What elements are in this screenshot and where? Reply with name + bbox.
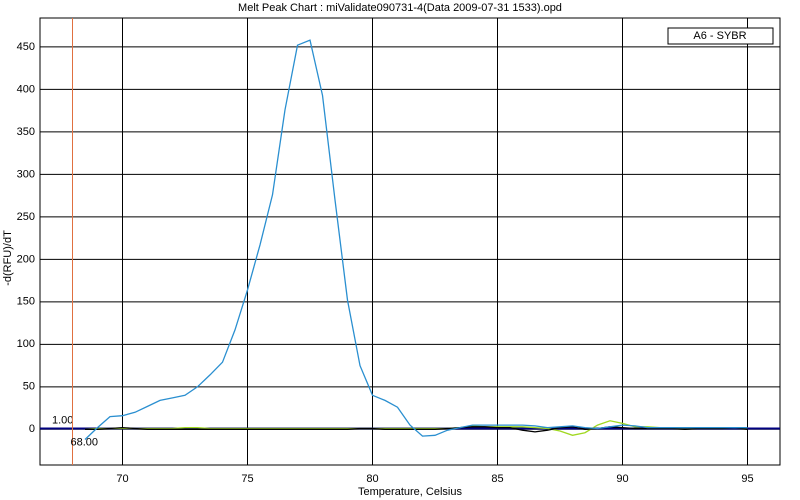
y-tick-label: 250 (17, 211, 35, 223)
y-tick-label: 150 (17, 296, 35, 308)
y-tick-label: 0 (29, 423, 35, 435)
y-tick-label: 450 (17, 41, 35, 53)
y-tick-label: 50 (23, 381, 35, 393)
y-tick-label: 400 (17, 83, 35, 95)
legend-label: A6 - SYBR (693, 30, 746, 42)
x-tick-label: 75 (241, 473, 253, 485)
y-tick-label: 100 (17, 338, 35, 350)
y-tick-label: 350 (17, 126, 35, 138)
x-tick-label: 95 (741, 473, 753, 485)
y-axis-label: -d(RFU)/dT (2, 230, 14, 286)
y-tick-label: 200 (17, 253, 35, 265)
legend-box (667, 27, 774, 45)
chart-title: Melt Peak Chart : miValidate090731-4(Dat… (238, 2, 562, 14)
series-line (85, 426, 748, 433)
x-tick-label: 70 (116, 473, 128, 485)
threshold-label: 1.00 (52, 414, 73, 426)
x-axis-label: Temperature, Celsius (358, 486, 462, 498)
x-tick-label: 80 (366, 473, 378, 485)
y-tick-label: 300 (17, 168, 35, 180)
x-tick-label: 90 (616, 473, 628, 485)
plot-area (39, 17, 781, 466)
cursor-label: 68.00 (71, 436, 99, 448)
series-line (84, 39, 748, 440)
x-tick-label: 85 (491, 473, 503, 485)
